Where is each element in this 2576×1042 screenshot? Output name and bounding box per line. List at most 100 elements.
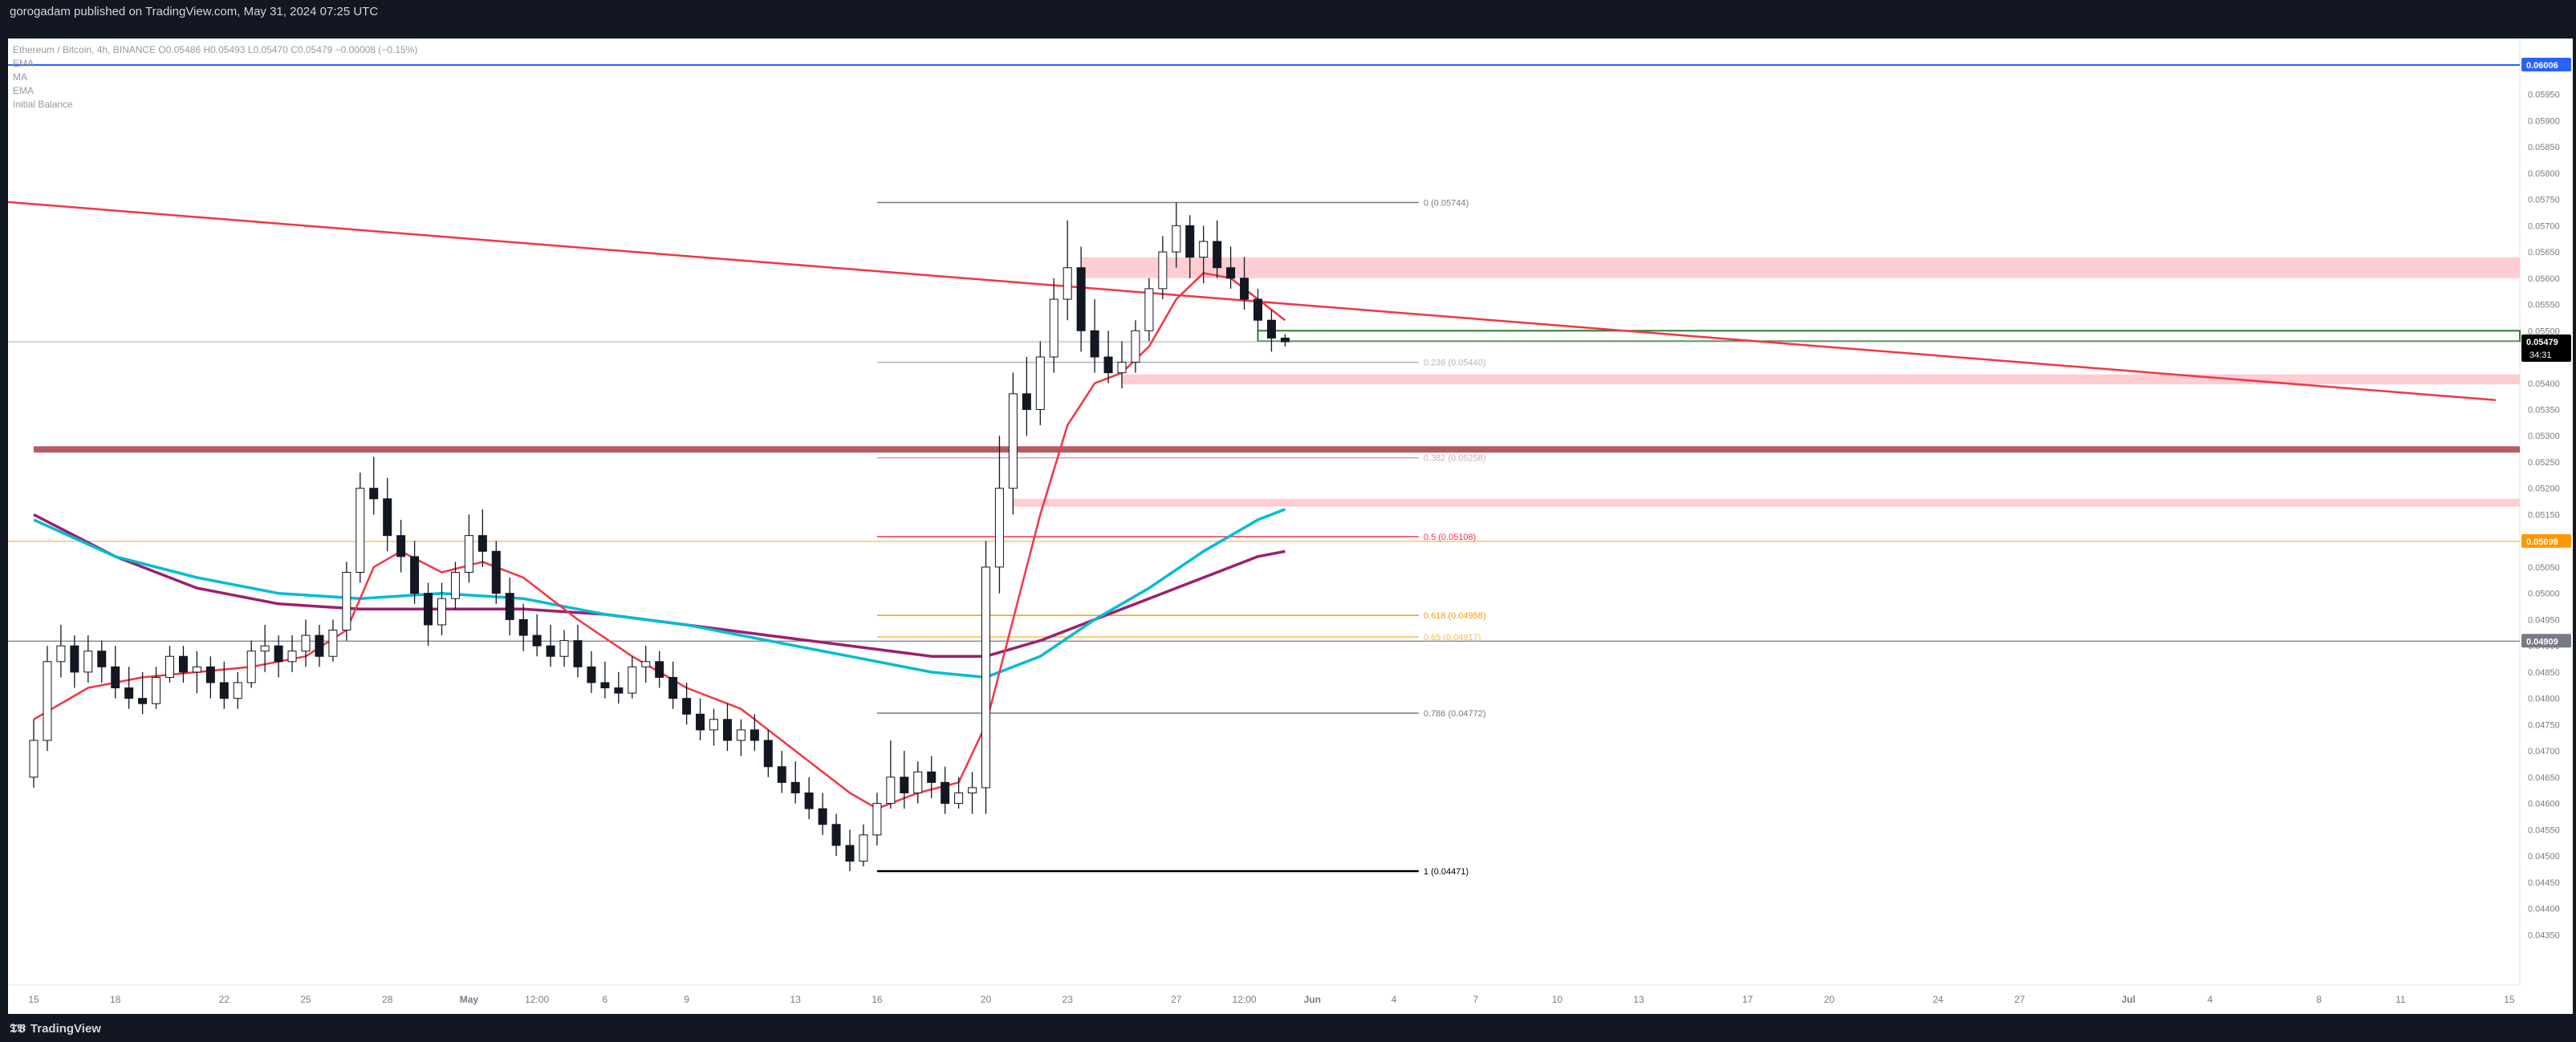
candle [614, 671, 624, 704]
candle [1076, 246, 1086, 352]
symbol-line: Ethereum / Bitcoin, 4h, BINANCE O0.05486… [13, 44, 418, 55]
y-tick-label: 0.04850 [2528, 668, 2560, 678]
y-tick-label: 0.05500 [2528, 326, 2560, 336]
candle-body [954, 792, 964, 805]
candle-body [886, 776, 896, 805]
candle [1199, 225, 1209, 284]
y-tick-label: 0.05800 [2528, 169, 2560, 179]
y-tick-label: 0.04650 [2528, 773, 2560, 783]
candle-body [818, 808, 827, 825]
candle-body [1144, 288, 1154, 331]
x-tick-label: 15 [28, 994, 39, 1005]
candle [518, 603, 528, 651]
tradingview-mark-icon: 𝕿𝖁 [10, 1021, 26, 1036]
candle [437, 582, 446, 636]
candle [696, 698, 705, 741]
legend-initial-balance[interactable]: Initial Balance [13, 99, 73, 110]
candle-body [437, 598, 446, 626]
candle-body [29, 740, 39, 778]
y-tick-label: 0.05150 [2528, 510, 2560, 520]
y-tick-label: 0.05000 [2528, 590, 2560, 599]
candle-body [559, 640, 569, 657]
candle [205, 656, 215, 699]
price-chart[interactable]: 0 (0.05744) 0.236 (0.05440) 0.382 (0.05258… [8, 39, 2573, 1014]
candle-body [70, 645, 79, 673]
candle [763, 729, 773, 777]
candle [790, 761, 800, 804]
candle-body [1266, 319, 1276, 339]
candle [736, 719, 746, 756]
candle-body [369, 488, 379, 500]
candle [600, 661, 610, 699]
candle [1117, 341, 1127, 389]
chart-area[interactable]: 0 (0.05744) 0.236 (0.05440) 0.382 (0.05258… [8, 39, 2573, 1014]
candle [83, 635, 93, 683]
candle [152, 667, 161, 709]
candle-body [1035, 356, 1045, 411]
candle-body [900, 776, 909, 793]
x-tick-label: 23 [1062, 994, 1074, 1005]
candle [750, 714, 759, 752]
candle-body [219, 682, 229, 699]
x-tick-label: May [460, 994, 479, 1005]
candle [804, 776, 814, 820]
candle-body [763, 740, 773, 768]
price-tag-1 [2521, 334, 2571, 363]
legend-ema-slow[interactable]: EMA [13, 85, 35, 96]
legend-ma[interactable]: MA [13, 71, 27, 83]
candle [97, 640, 107, 683]
candle [287, 635, 297, 672]
y-tick-label: 0.04600 [2528, 800, 2560, 809]
candle-body [518, 618, 528, 636]
y-tick-label: 0.05650 [2528, 248, 2560, 257]
candle-body [1253, 298, 1262, 321]
candle [233, 671, 242, 709]
candle [274, 635, 283, 678]
candle [29, 719, 39, 788]
candle-body [410, 556, 420, 594]
tradingview-logo[interactable]: 𝕿𝖁 TradingView [10, 1021, 101, 1036]
candle [1226, 246, 1236, 289]
candle [722, 703, 732, 752]
candle-body [981, 566, 990, 789]
candle-body [1280, 337, 1290, 343]
y-tick-label: 0.04400 [2528, 905, 2560, 914]
candle-body [1117, 362, 1127, 374]
x-tick-label: 13 [1633, 994, 1644, 1005]
zone-supply-1 [1122, 374, 2520, 385]
candle [1035, 341, 1045, 426]
candle [1280, 334, 1290, 347]
candle [260, 624, 270, 672]
candle-body [1240, 278, 1249, 300]
y-tick-label: 0.05900 [2528, 116, 2560, 126]
candle [968, 772, 977, 814]
brand-name: TradingView [30, 1022, 101, 1036]
candle-body [859, 834, 868, 862]
y-tick-label: 0.05400 [2528, 379, 2560, 389]
candle [43, 646, 52, 752]
candle [138, 671, 148, 715]
legend-ema-fast[interactable]: EMA [13, 58, 35, 69]
y-tick-label: 0.05950 [2528, 91, 2560, 100]
candle [573, 624, 583, 678]
price-tag-label-1: 0.05479 [2526, 338, 2558, 347]
fib-label-0.618: 0.618 (0.04958) [1424, 611, 1486, 621]
candle [559, 630, 569, 667]
candle-body [111, 666, 120, 689]
x-tick-label: 9 [684, 994, 689, 1005]
candle [628, 656, 637, 699]
candle-body [491, 550, 501, 594]
candle-body [845, 845, 855, 862]
ma-line [33, 513, 1286, 658]
price-tag-label-0: 0.06006 [2526, 61, 2558, 71]
candle-body [709, 719, 718, 731]
price-tag-3 [2521, 634, 2571, 648]
candle-body [804, 792, 814, 809]
candle [70, 635, 79, 688]
candle-body [614, 687, 624, 694]
candle [1022, 357, 1031, 436]
y-tick-label: 0.04950 [2528, 615, 2560, 625]
price-tag-0 [2521, 57, 2571, 71]
y-tick-label: 0.05200 [2528, 485, 2560, 494]
x-tick-label: 12:00 [525, 994, 549, 1005]
